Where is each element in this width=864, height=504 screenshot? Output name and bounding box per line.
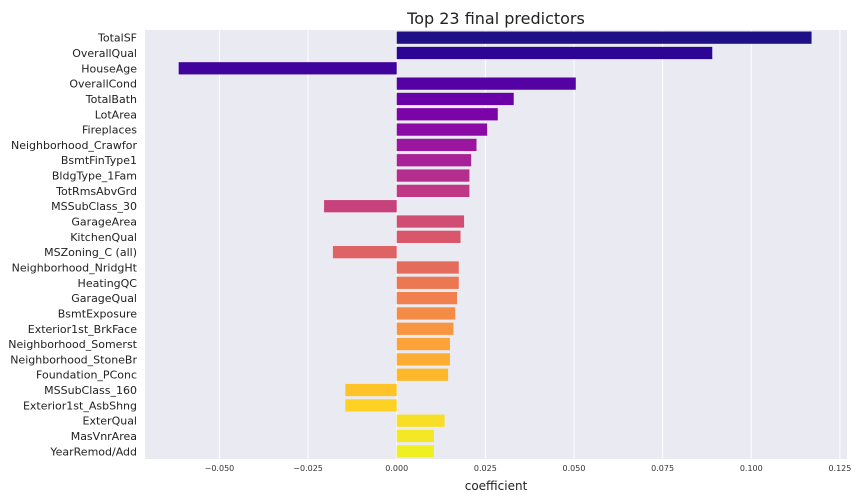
category-label: YearRemod/Add (49, 445, 137, 458)
bar-mssubclass-160 (345, 383, 397, 397)
chart-title: Top 23 final predictors (406, 9, 585, 28)
category-label: Neighborhood_NridgHt (12, 261, 138, 274)
x-tick-label: 0.050 (563, 464, 586, 473)
bar-kitchenqual (396, 230, 461, 243)
bar-overallcond (396, 77, 576, 90)
bar-neighborhood-nridght (396, 261, 459, 274)
category-label: Exterior1st_AsbShng (23, 399, 137, 412)
category-label: GarageQual (71, 292, 137, 305)
category-labels: TotalSF OverallQual HouseAge OverallCond Tot… (8, 32, 137, 459)
category-label: TotRmsAbvGrd (55, 185, 137, 198)
bar-lotarea (396, 108, 498, 121)
bar-bsmtfintype1 (396, 154, 472, 167)
category-label: LotArea (95, 108, 137, 121)
bar-totrmsabvgrd (396, 184, 470, 198)
category-label: MasVnrArea (71, 430, 137, 443)
category-label: BsmtFinType1 (61, 154, 137, 167)
x-tick-label: 0.100 (740, 464, 763, 473)
category-label: TotalBath (85, 93, 137, 106)
x-tick-labels: −0.050 −0.025 0.000 0.025 0.050 0.075 0.100 0.1… (205, 464, 852, 473)
category-label: BsmtExposure (58, 307, 137, 320)
bar-fireplaces (396, 123, 488, 136)
category-label: MSSubClass_30 (51, 200, 137, 213)
bar-overallqual (396, 46, 713, 60)
bar-yearremod-add (396, 445, 434, 458)
x-tick-label: −0.025 (293, 464, 323, 473)
category-label: OverallQual (72, 47, 137, 60)
x-tick-label: 0.025 (474, 464, 497, 473)
category-label: BldgType_1Fam (52, 170, 137, 183)
bar-bldgtype-1fam (396, 169, 470, 182)
bar-masvnrarea (396, 429, 434, 443)
bar-mszoning-c-all (332, 246, 397, 259)
category-label: MSZoning_C (all) (44, 246, 137, 259)
bar-neighborhood-somerst (396, 337, 450, 351)
category-label: Neighborhood_Somerst (8, 338, 137, 351)
category-label: HeatingQC (78, 277, 138, 290)
category-label: GarageArea (71, 216, 137, 229)
bar-garagearea (396, 215, 465, 228)
bars (178, 31, 812, 458)
bar-foundation-pconc (396, 368, 449, 381)
x-tick-label: 0.000 (385, 464, 408, 473)
x-tick-label: 0.075 (651, 464, 674, 473)
category-label: HouseAge (81, 62, 137, 75)
category-label: OverallCond (69, 78, 137, 91)
bar-houseage (178, 62, 397, 75)
bar-totalsf (396, 31, 812, 44)
bar-exterior1st-asbshng (345, 399, 397, 412)
category-label: Neighborhood_Crawfor (11, 139, 138, 152)
x-axis-title: coefficient (465, 479, 528, 493)
x-tick-label: 0.125 (828, 464, 851, 473)
bar-neighborhood-stonebr (396, 353, 450, 366)
bar-neighborhood-crawfor (396, 138, 477, 152)
category-label: Foundation_PConc (36, 369, 137, 382)
category-label: ExterQual (83, 415, 138, 428)
bar-exterqual (396, 414, 445, 427)
category-label: Exterior1st_BrkFace (28, 323, 137, 336)
category-label: MSSubClass_160 (44, 384, 137, 397)
category-label: Fireplaces (82, 124, 137, 137)
bar-totalbath (396, 92, 514, 106)
category-label: TotalSF (97, 32, 137, 45)
bar-garagequal (396, 291, 457, 305)
bar-heatingqc (396, 276, 459, 289)
bar-exterior1st-brkface (396, 322, 454, 335)
bar-bsmtexposure (396, 307, 456, 320)
category-label: Neighborhood_StoneBr (10, 353, 137, 366)
category-label: KitchenQual (70, 231, 137, 244)
x-tick-label: −0.050 (205, 464, 235, 473)
bar-mssubclass-30 (324, 200, 397, 213)
